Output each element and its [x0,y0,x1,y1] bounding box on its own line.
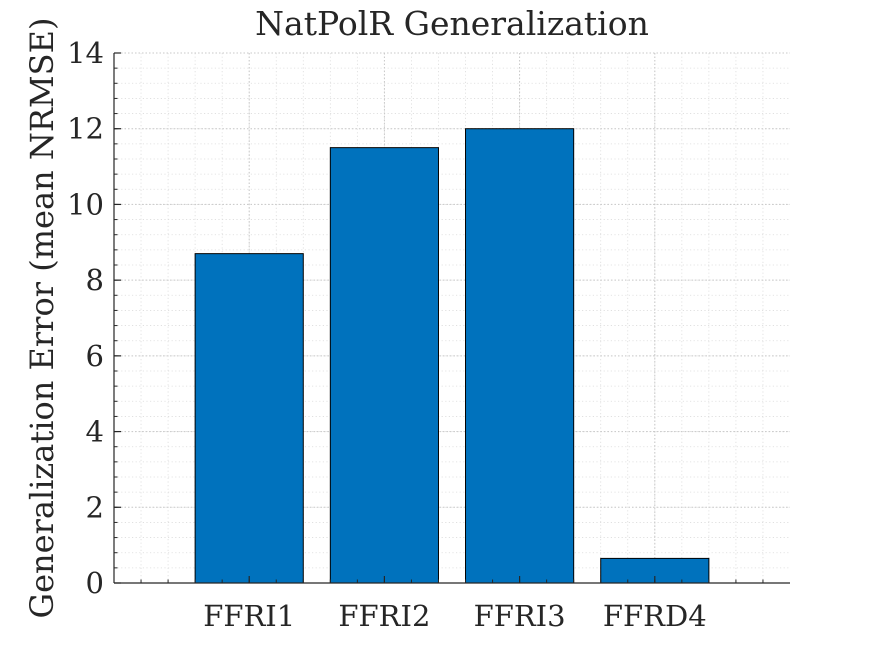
x-tick-label: FFRD4 [603,599,707,633]
y-axis-label: Generalization Error (mean NRMSE) [23,18,61,619]
y-tick-label: 2 [86,490,104,524]
y-tick-label: 12 [67,112,104,146]
bar-ffri1 [194,253,304,584]
y-tick-label: 14 [67,36,104,70]
axes [113,53,790,584]
chart-title: NatPolR Generalization [255,4,649,43]
y-tick-label: 6 [86,339,104,373]
bar-ffri3 [465,128,575,584]
bar-ffri2 [329,147,439,584]
x-tick-label: FFRI1 [203,599,295,633]
ticks: 0 2 4 6 8 10 12 14 FFRI1 FFRI2 FFRI3 FFRD4 [67,36,764,633]
x-tick-label: FFRI2 [338,599,430,633]
y-tick-label: 0 [86,566,104,600]
bars [194,128,710,584]
y-tick-label: 4 [86,415,104,449]
y-tick-label: 10 [67,187,104,221]
y-tick-label: 8 [86,263,104,297]
x-tick-label: FFRI3 [474,599,566,633]
